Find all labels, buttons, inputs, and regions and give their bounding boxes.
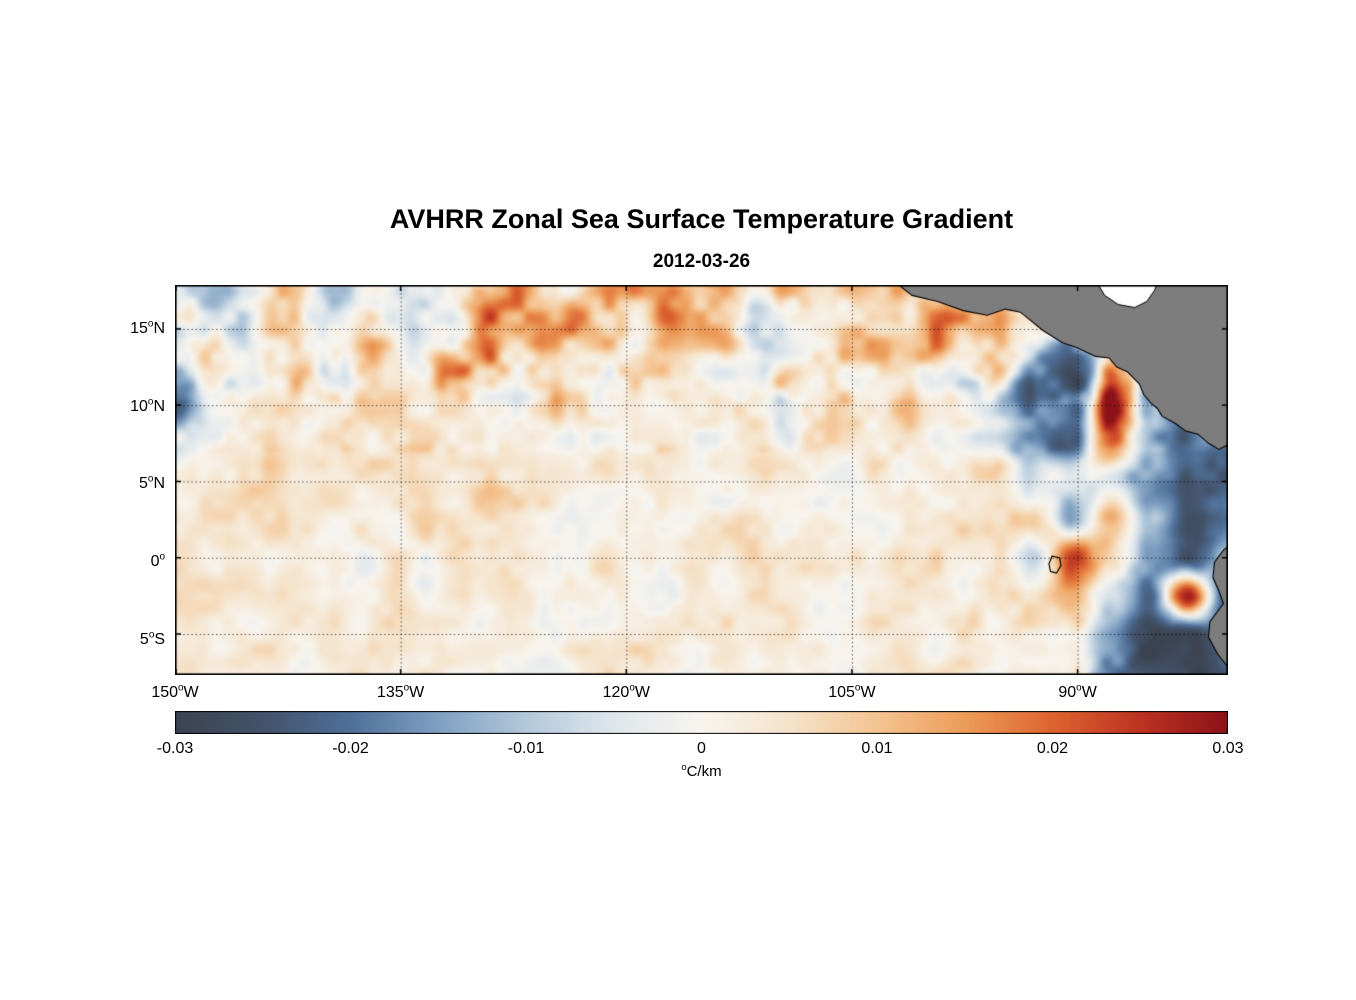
lon-tick-135w: 135oW: [376, 682, 425, 701]
chart-date: 2012-03-26: [652, 251, 751, 272]
lat-tick-5s: 5oS: [139, 629, 165, 648]
chart-title: AVHRR Zonal Sea Surface Temperature Grad…: [389, 204, 1014, 234]
lat-tick-15n: 15oN: [130, 318, 165, 337]
cbar-tick-4: 0.01: [861, 740, 893, 757]
lon-tick-105w: 105oW: [828, 682, 876, 701]
lon-tick-120w: 120oW: [602, 682, 650, 701]
lat-tick-5n: 5oN: [139, 473, 165, 492]
lat-tick-0: 0o: [150, 551, 165, 570]
sst-gradient-heatmap: [175, 285, 1228, 675]
lat-tick-10n: 10oN: [130, 396, 165, 415]
cbar-tick-6: 0.03: [1212, 740, 1244, 757]
colorbar: [175, 711, 1228, 734]
cbar-tick-5: 0.02: [1036, 740, 1069, 757]
colorbar-units: oC/km: [681, 762, 722, 780]
cbar-tick-1: -0.02: [332, 740, 369, 757]
cbar-tick-2: -0.01: [507, 740, 545, 757]
lon-tick-150w: 150oW: [151, 682, 199, 701]
cbar-tick-3: 0: [697, 740, 706, 757]
lon-tick-90w: 90oW: [1058, 682, 1097, 701]
cbar-tick-0: -0.03: [156, 740, 194, 757]
